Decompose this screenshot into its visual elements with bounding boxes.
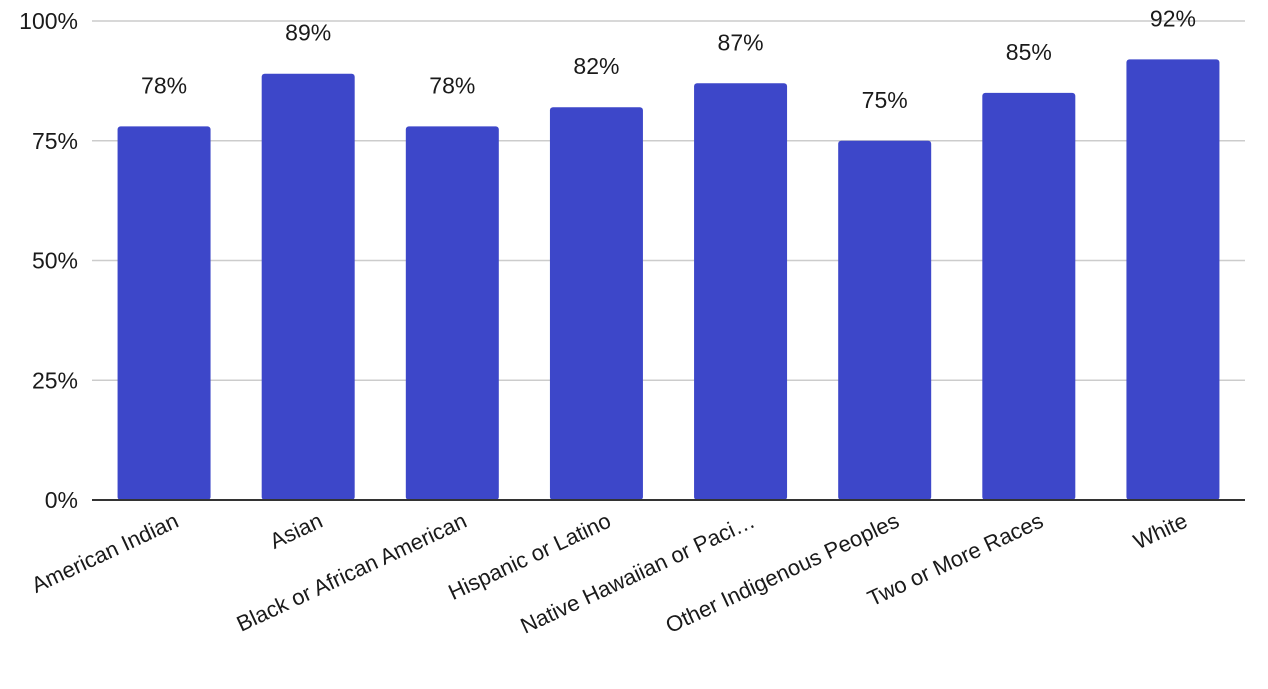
- bar-5[interactable]: [694, 83, 788, 501]
- data-label-8: 92%: [1150, 5, 1196, 31]
- bar-1[interactable]: [117, 126, 211, 500]
- data-label-7: 85%: [1006, 39, 1052, 65]
- x-tick-label-5: Native Hawaiian or Paci…: [517, 508, 759, 639]
- y-tick-label-75: 75%: [32, 128, 78, 154]
- x-tick-label-3: Black or African American: [233, 508, 471, 637]
- bar-2[interactable]: [261, 73, 355, 500]
- bar-7[interactable]: [982, 92, 1076, 500]
- data-label-3: 78%: [429, 72, 475, 98]
- data-label-2: 89%: [285, 20, 331, 46]
- bar-3[interactable]: [405, 126, 499, 500]
- bar-8[interactable]: [1126, 59, 1220, 500]
- data-label-5: 87%: [718, 29, 764, 55]
- bar-6[interactable]: [838, 140, 932, 500]
- x-tick-label-8: White: [1130, 508, 1192, 554]
- x-tick-label-6: Other Indigenous Peoples: [662, 508, 903, 638]
- data-label-1: 78%: [141, 72, 187, 98]
- y-tick-label-50: 50%: [32, 248, 78, 274]
- bars: [117, 59, 1220, 501]
- y-tick-label-25: 25%: [32, 367, 78, 393]
- data-label-6: 75%: [862, 87, 908, 113]
- bar-4[interactable]: [549, 107, 643, 500]
- x-tick-label-1: American Indian: [28, 508, 183, 598]
- data-label-4: 82%: [573, 53, 619, 79]
- data-labels: 78% 89% 78% 82% 87% 75% 85% 92%: [141, 5, 1196, 112]
- y-tick-label-100: 100%: [19, 8, 78, 34]
- y-axis-tick-labels: 0% 25% 50% 75% 100%: [19, 8, 78, 513]
- x-tick-label-2: Asian: [266, 508, 326, 554]
- y-tick-label-0: 0%: [45, 487, 78, 513]
